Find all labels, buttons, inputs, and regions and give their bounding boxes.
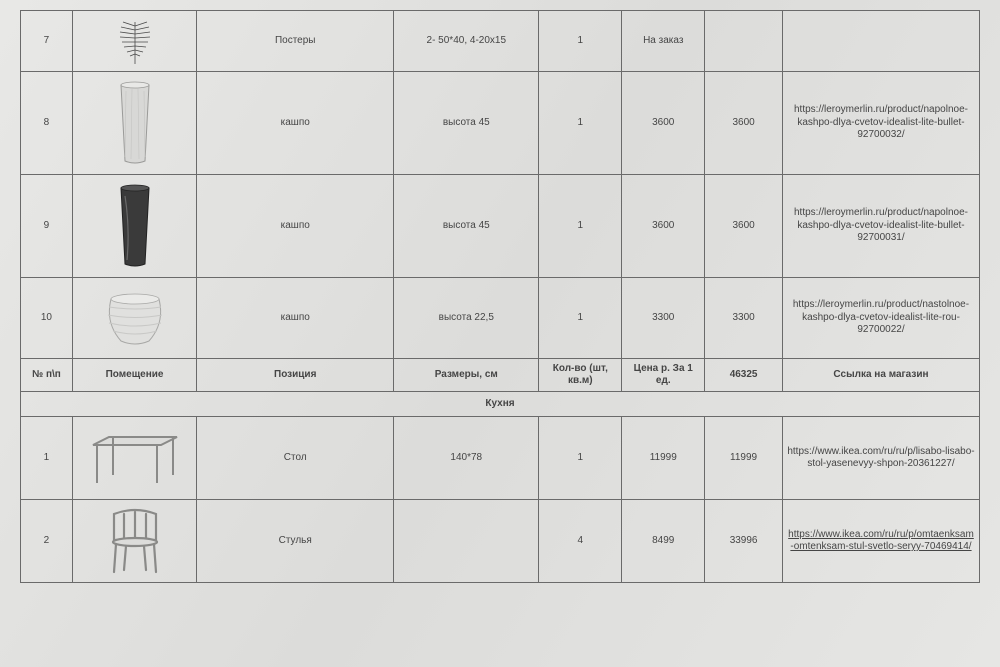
cell-link: https://leroymerlin.ru/product/napolnoe-… [782,175,979,278]
cell-num: 7 [21,11,73,72]
cell-total: 3600 [705,72,783,175]
cell-total: 33996 [705,500,783,583]
cell-link [782,11,979,72]
cell-qty: 1 [539,278,622,359]
cell-image [72,417,196,500]
cell-image [72,278,196,359]
table-row: 2 Стулья 4 [21,500,980,583]
cell-price: 11999 [622,417,705,500]
cell-total: 11999 [705,417,783,500]
cell-qty: 1 [539,72,622,175]
cell-size: 140*78 [394,417,539,500]
cell-price: 8499 [622,500,705,583]
col-header-total: 46325 [705,359,783,392]
cell-link: https://leroymerlin.ru/product/nastolnoe… [782,278,979,359]
cell-image [72,11,196,72]
cell-link: https://www.ikea.com/ru/ru/p/lisabo-lisa… [782,417,979,500]
cell-position: кашпо [197,278,394,359]
table-row: 1 Стол 140*78 1 11999 11999 https://www.… [21,417,980,500]
col-header-link: Ссылка на магазин [782,359,979,392]
chair-icon [102,506,168,576]
cell-qty: 1 [539,11,622,72]
cell-num: 8 [21,72,73,175]
cell-total [705,11,783,72]
table-row: 9 кашпо высота 45 1 3600 3600 https://le… [21,175,980,278]
cell-qty: 1 [539,175,622,278]
cell-position: кашпо [197,72,394,175]
planter-white-round-icon [97,287,173,349]
cell-num: 10 [21,278,73,359]
cell-total: 3300 [705,278,783,359]
cell-image [72,175,196,278]
cell-price: 3300 [622,278,705,359]
col-header-num: № п\п [21,359,73,392]
furniture-spec-table: 7 Постеры 2- 50*4 [20,10,980,583]
cell-link: https://www.ikea.com/ru/ru/p/omtaenksam-… [782,500,979,583]
col-header-qty: Кол-во (шт, кв.м) [539,359,622,392]
table-row: 8 кашпо высота 45 1 3600 3600 https://le… [21,72,980,175]
table-furniture-icon [85,427,185,489]
cell-qty: 4 [539,500,622,583]
cell-num: 1 [21,417,73,500]
cell-position: Постеры [197,11,394,72]
col-header-pos: Позиция [197,359,394,392]
fern-icon [110,16,160,66]
table-header-row: № п\п Помещение Позиция Размеры, см Кол-… [21,359,980,392]
planter-white-tall-icon [108,79,162,167]
cell-size: высота 45 [394,175,539,278]
table-row: 7 Постеры 2- 50*4 [21,11,980,72]
table-row: 10 кашпо высота 22,5 1 3300 3300 https:/… [21,278,980,359]
section-row: Кухня [21,392,980,417]
cell-size: высота 45 [394,72,539,175]
col-header-price: Цена р. За 1 ед. [622,359,705,392]
cell-position: кашпо [197,175,394,278]
col-header-size: Размеры, см [394,359,539,392]
col-header-room: Помещение [72,359,196,392]
cell-price: 3600 [622,72,705,175]
section-label: Кухня [21,392,980,417]
cell-qty: 1 [539,417,622,500]
cell-image [72,72,196,175]
cell-size: 2- 50*40, 4-20х15 [394,11,539,72]
cell-num: 9 [21,175,73,278]
cell-size [394,500,539,583]
cell-link: https://leroymerlin.ru/product/napolnoe-… [782,72,979,175]
cell-position: Стол [197,417,394,500]
cell-price: На заказ [622,11,705,72]
cell-image [72,500,196,583]
cell-price: 3600 [622,175,705,278]
cell-num: 2 [21,500,73,583]
cell-position: Стулья [197,500,394,583]
planter-black-tall-icon [108,182,162,270]
cell-total: 3600 [705,175,783,278]
cell-size: высота 22,5 [394,278,539,359]
